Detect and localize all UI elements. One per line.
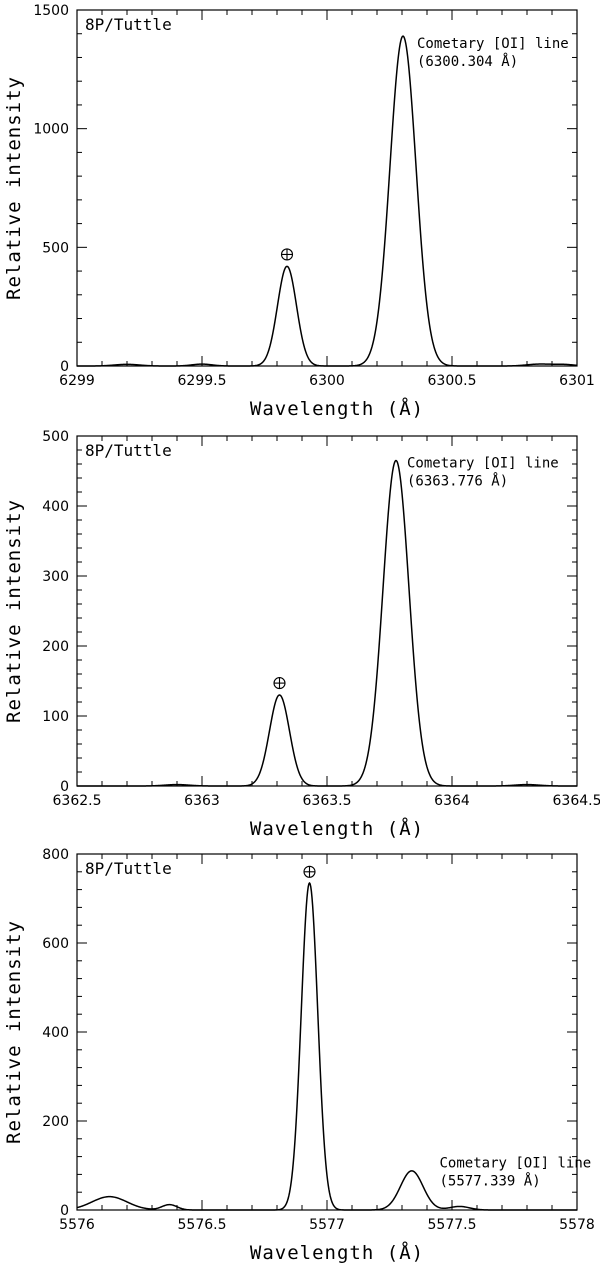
panel-label: 8P/Tuttle — [85, 15, 172, 34]
x-tick-label: 5577 — [309, 1217, 345, 1233]
y-tick-label: 200 — [42, 1114, 69, 1130]
x-tick-label: 6299 — [59, 373, 95, 389]
x-tick-label: 6363.5 — [303, 793, 352, 809]
y-axis-title: Relative intensity — [3, 499, 25, 723]
peak-annotation: Cometary [OI] line — [417, 36, 569, 52]
y-tick-label: 500 — [42, 429, 69, 445]
y-tick-label: 0 — [60, 1203, 69, 1219]
y-tick-label: 1500 — [33, 3, 69, 19]
y-tick-label: 500 — [42, 240, 69, 256]
x-axis-title: Wavelength (Å) — [250, 1241, 424, 1264]
x-tick-label: 6362.5 — [53, 793, 102, 809]
y-tick-label: 100 — [42, 709, 69, 725]
x-tick-label: 6300 — [309, 373, 345, 389]
y-tick-label: 0 — [60, 359, 69, 375]
x-tick-label: 5577.5 — [428, 1217, 477, 1233]
x-axis-title: Wavelength (Å) — [250, 817, 424, 840]
spectrum-line — [76, 882, 578, 1211]
spectrum-line — [76, 35, 578, 367]
peak-annotation: Cometary [OI] line — [440, 1156, 592, 1172]
y-tick-label: 400 — [42, 499, 69, 515]
x-tick-label: 6301 — [559, 373, 595, 389]
peak-annotation: (6300.304 Å) — [417, 53, 518, 70]
peak-annotation: (6363.776 Å) — [407, 473, 508, 490]
y-axis-title: Relative intensity — [3, 76, 25, 300]
x-tick-label: 5576 — [59, 1217, 95, 1233]
x-tick-label: 6364.5 — [553, 793, 600, 809]
y-tick-label: 400 — [42, 1025, 69, 1041]
peak-annotation: Cometary [OI] line — [407, 456, 559, 472]
y-tick-label: 1000 — [33, 122, 69, 138]
x-tick-label: 5576.5 — [178, 1217, 227, 1233]
chart-panel-2: 6362.5 6363 6363.5 6364 6364.5 0 100 200 300 400 5… — [3, 429, 600, 840]
x-axis-title: Wavelength (Å) — [250, 397, 424, 420]
x-tick-label: 6363 — [184, 793, 220, 809]
chart-panel-3: 5576 5576.5 5577 5577.5 5578 0 200 400 600 800 Wav… — [3, 847, 595, 1264]
x-tick-label: 6300.5 — [428, 373, 477, 389]
earth-symbol-icon — [303, 865, 316, 878]
x-tick-label: 6299.5 — [178, 373, 227, 389]
y-tick-label: 600 — [42, 936, 69, 952]
panel-label: 8P/Tuttle — [85, 859, 172, 878]
y-tick-label: 800 — [42, 847, 69, 863]
earth-symbol-icon — [273, 677, 286, 690]
earth-symbol-icon — [280, 248, 294, 261]
peak-annotation: (5577.339 Å) — [440, 1173, 541, 1190]
panel-label: 8P/Tuttle — [85, 441, 172, 460]
y-tick-label: 300 — [42, 569, 69, 585]
chart-panel-1: 6299 6299.5 6300 6300.5 6301 0 500 1000 1500 Wave… — [3, 3, 595, 420]
spectrum-line — [76, 459, 578, 787]
y-tick-label: 0 — [60, 779, 69, 795]
y-tick-label: 200 — [42, 639, 69, 655]
x-tick-label: 5578 — [559, 1217, 595, 1233]
x-tick-label: 6364 — [434, 793, 470, 809]
y-axis-title: Relative intensity — [3, 920, 25, 1144]
